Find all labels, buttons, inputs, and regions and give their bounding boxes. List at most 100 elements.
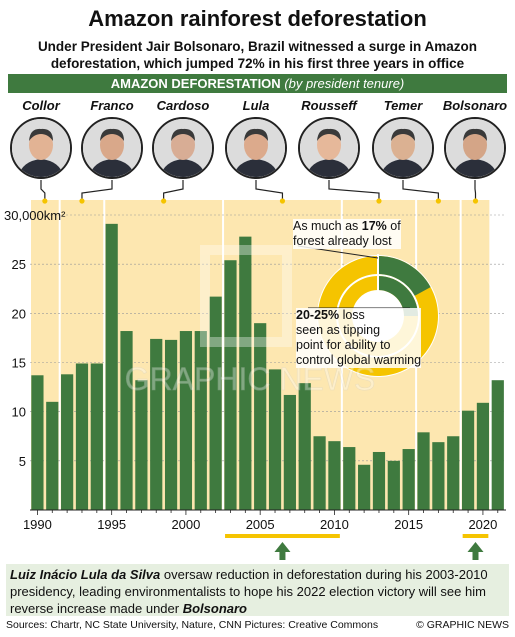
connector-dot-rousseff [376, 198, 382, 204]
bar-1998 [150, 338, 163, 510]
portrait-collor [10, 117, 72, 179]
portrait-cardoso [152, 117, 214, 179]
bar-series [31, 223, 504, 510]
section-label: AMAZON DEFORESTATION [110, 76, 281, 91]
tenure-connectors [40, 180, 479, 204]
callout2-line2: seen as tipping [296, 323, 381, 337]
callout2-line4: control global warming [296, 353, 422, 367]
bar-2011 [343, 447, 356, 510]
credits-sources: Sources: Chartr, NC State University, Na… [6, 619, 379, 631]
bar-1991 [46, 401, 59, 510]
svg-text:GRAPHIC NEWS: GRAPHIC NEWS [125, 361, 376, 397]
connector-dot-collor [42, 198, 48, 204]
connector-rousseff [328, 180, 380, 200]
x-tick-label: 1995 [97, 517, 126, 532]
bar-2014 [387, 460, 400, 510]
highlight-arrow-lula [274, 542, 291, 560]
bar-1990 [31, 375, 44, 510]
deforestation-chart: 5 10 15 20 25 30,000km² 1990 1995 2000 2005 2010 2… [4, 180, 506, 560]
president-name-temer: Temer [383, 98, 423, 113]
donut-outer-lost [378, 256, 431, 296]
president-name-collor: Collor [22, 98, 60, 113]
portrait-lula [225, 117, 287, 179]
highlight-bar-bolsonaro [462, 534, 489, 538]
callout2-bold: 20-25% [296, 308, 340, 322]
note-bold-lula: Luiz Inácio Lula da Silva [10, 567, 161, 582]
bar-1994 [90, 363, 103, 510]
tenure-highlights [225, 534, 489, 560]
bar-1993 [75, 363, 89, 510]
bar-2004 [239, 236, 252, 510]
y-tick-label: 5 [19, 454, 26, 469]
credits-copyright: © GRAPHIC NEWS [416, 619, 509, 631]
callout-tipping-point: 20-25% loss seen as tipping point for ab… [296, 308, 422, 368]
x-tick-label: 2005 [246, 517, 275, 532]
callout2-line3: point for ability to [296, 338, 391, 352]
bar-2019 [461, 410, 475, 510]
connector-franco [81, 180, 113, 200]
connector-dot-franco [79, 198, 85, 204]
president-name-franco: Franco [90, 98, 134, 113]
president-name-rousseff: Rousseff [301, 98, 357, 113]
bar-2020 [476, 402, 490, 510]
note-text: oversaw reduction in deforestation durin… [10, 567, 488, 616]
bar-2006 [268, 369, 282, 510]
highlight-arrow-bolsonaro [467, 542, 484, 560]
bar-2012 [358, 464, 371, 510]
x-tick-label: 2010 [320, 517, 349, 532]
callout1-bold: 17% [361, 219, 387, 233]
bar-2003 [224, 260, 237, 510]
subtitle-line-2: deforestation, which jumped 72% in his f… [50, 56, 465, 71]
bar-2013 [372, 451, 386, 510]
grid-lines [30, 214, 505, 462]
portrait-bolsonaro [444, 117, 506, 179]
y-axis: 5 10 15 20 25 30,000km² [4, 208, 66, 469]
bar-1992 [61, 374, 74, 510]
subtitle-line-1: Under President Jair Bolsonaro, Brazil w… [37, 39, 478, 54]
connector-dot-temer [435, 198, 441, 204]
connector-bolsonaro [474, 180, 477, 200]
connector-lula [255, 180, 284, 200]
bar-1997 [135, 380, 148, 510]
page-title: Amazon rainforest deforestation [88, 6, 427, 31]
watermark-logo: GRAPHIC NEWS [124, 245, 376, 397]
connector-cardoso [163, 180, 184, 200]
y-tick-label: 25 [12, 257, 26, 272]
bar-2009 [313, 436, 326, 510]
connector-collor [40, 180, 46, 200]
y-tick-label: 20 [12, 306, 26, 321]
callout1-post: of [386, 219, 401, 233]
bar-1996 [120, 331, 133, 510]
callout2-post: loss [339, 308, 365, 322]
bar-2017 [432, 442, 445, 510]
bar-1995 [105, 223, 118, 510]
x-tick-label: 1990 [23, 517, 52, 532]
bar-2005 [254, 323, 267, 510]
portrait-temer [372, 117, 434, 179]
connector-temer [402, 180, 439, 200]
y-tick-label: 10 [12, 405, 26, 420]
bar-2021 [491, 380, 504, 510]
connector-dot-cardoso [161, 198, 167, 204]
bar-2016 [417, 432, 430, 510]
bar-2007 [283, 394, 296, 510]
connector-dot-bolsonaro [472, 198, 479, 204]
y-tick-label: 15 [12, 356, 26, 371]
bar-2018 [447, 436, 460, 510]
x-tick-label: 2000 [171, 517, 200, 532]
callout-forest-lost: As much as 17% of forest already lost [293, 219, 401, 249]
credits: Sources: Chartr, NC State University, Na… [6, 619, 509, 631]
y-unit-label: 30,000km² [4, 208, 66, 223]
section-header: AMAZON DEFORESTATION (by president tenur… [8, 74, 507, 93]
president-name-bolsonaro: Bolsonaro [442, 98, 508, 113]
x-tick-label: 2015 [394, 517, 423, 532]
bar-2010 [328, 441, 341, 510]
portrait-rousseff [298, 117, 360, 179]
bar-2008 [298, 383, 311, 510]
bar-2000 [179, 331, 193, 510]
president-name-lula: Lula [242, 98, 270, 113]
donut-inner-tipping [378, 276, 418, 316]
note-bold-bolsonaro: Bolsonaro [182, 601, 247, 616]
president-name-cardoso: Cardoso [156, 98, 210, 113]
bar-2001 [194, 331, 207, 510]
